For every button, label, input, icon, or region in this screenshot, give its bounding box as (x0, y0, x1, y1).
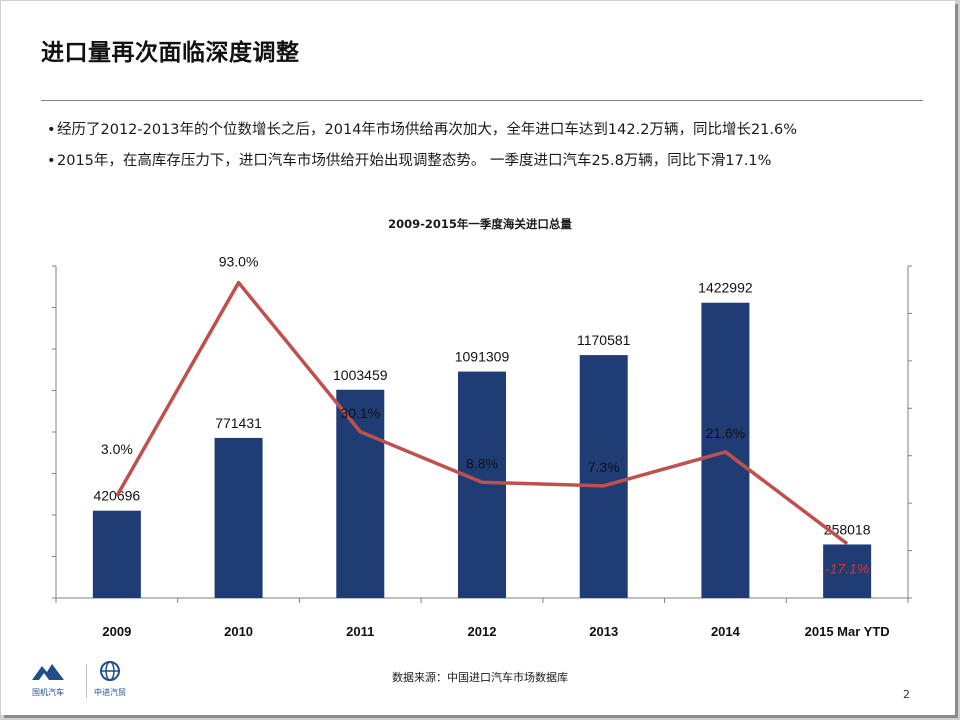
data-source: 数据来源：中国进口汽车市场数据库 (392, 671, 568, 684)
growth-rate-label: 3.0% (101, 441, 133, 457)
x-tick-label: 2014 (711, 624, 741, 639)
bar-value-label: 1003459 (333, 367, 388, 383)
globe-logo-icon (100, 661, 120, 681)
chart-title: 2009-2015年一季度海关进口总量 (388, 217, 572, 231)
bar (579, 355, 628, 598)
growth-rate-label: 30.1% (340, 405, 380, 421)
bar-value-label: 771431 (215, 415, 262, 431)
bullet-dot: • (47, 122, 56, 138)
bar (92, 510, 141, 598)
title-divider (41, 100, 923, 101)
x-tick-label: 2015 Mar YTD (805, 624, 890, 639)
x-tick-label: 2010 (224, 624, 253, 639)
bullet-item: •2015年，在高库存压力下，进口汽车市场供给开始出现调整态势。 一季度进口汽车… (47, 150, 797, 172)
x-tick-label: 2009 (102, 624, 131, 639)
logo-caption: 中进汽贸 (94, 688, 126, 697)
x-tick-label: 2013 (589, 624, 618, 639)
logo-separator (86, 664, 87, 698)
bullet-dot: • (47, 153, 56, 169)
slide-title: 进口量再次面临深度调整 (41, 40, 300, 66)
logo-caption: 国机汽车 (32, 688, 64, 697)
growth-rate-label: 21.6% (706, 425, 746, 441)
bar-value-label: 1170581 (577, 332, 631, 348)
mountain-logo-icon (32, 664, 64, 680)
bullet-list: •经历了2012-2013年的个位数增长之后，2014年市场供给再次加大，全年进… (47, 119, 797, 181)
growth-rate-label: 7.3% (588, 459, 620, 475)
bar-value-label: 1422992 (698, 280, 753, 296)
logo-guoji: 国机汽车 (30, 660, 66, 698)
growth-rate-label: -17.1% (825, 561, 869, 577)
x-tick-label: 2011 (346, 624, 374, 639)
x-tick-label: 2012 (468, 624, 497, 639)
bullet-text: 2015年，在高库存压力下，进口汽车市场供给开始出现调整态势。 一季度进口汽车2… (57, 153, 772, 169)
growth-rate-label: 93.0% (219, 254, 259, 270)
bullet-text: 经历了2012-2013年的个位数增长之后，2014年市场供给再次加大，全年进口… (57, 122, 798, 138)
logo-zhongjin: 中进汽贸 (92, 660, 128, 698)
page-number: 2 (903, 688, 910, 701)
bar (214, 437, 263, 598)
bar-value-label: 1091309 (455, 349, 510, 365)
bar (823, 544, 872, 598)
bar (336, 389, 385, 598)
growth-rate-label: 8.8% (466, 455, 498, 471)
growth-line (115, 280, 849, 546)
bar (458, 371, 506, 598)
bullet-item: •经历了2012-2013年的个位数增长之后，2014年市场供给再次加大，全年进… (47, 119, 797, 141)
